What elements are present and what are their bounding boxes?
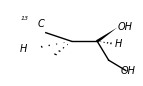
Text: H: H — [115, 39, 123, 49]
Polygon shape — [96, 28, 117, 42]
Text: OH: OH — [121, 66, 136, 76]
Text: H: H — [20, 44, 27, 54]
Text: C: C — [37, 19, 44, 29]
Text: 13: 13 — [21, 16, 29, 21]
Text: OH: OH — [118, 22, 133, 32]
